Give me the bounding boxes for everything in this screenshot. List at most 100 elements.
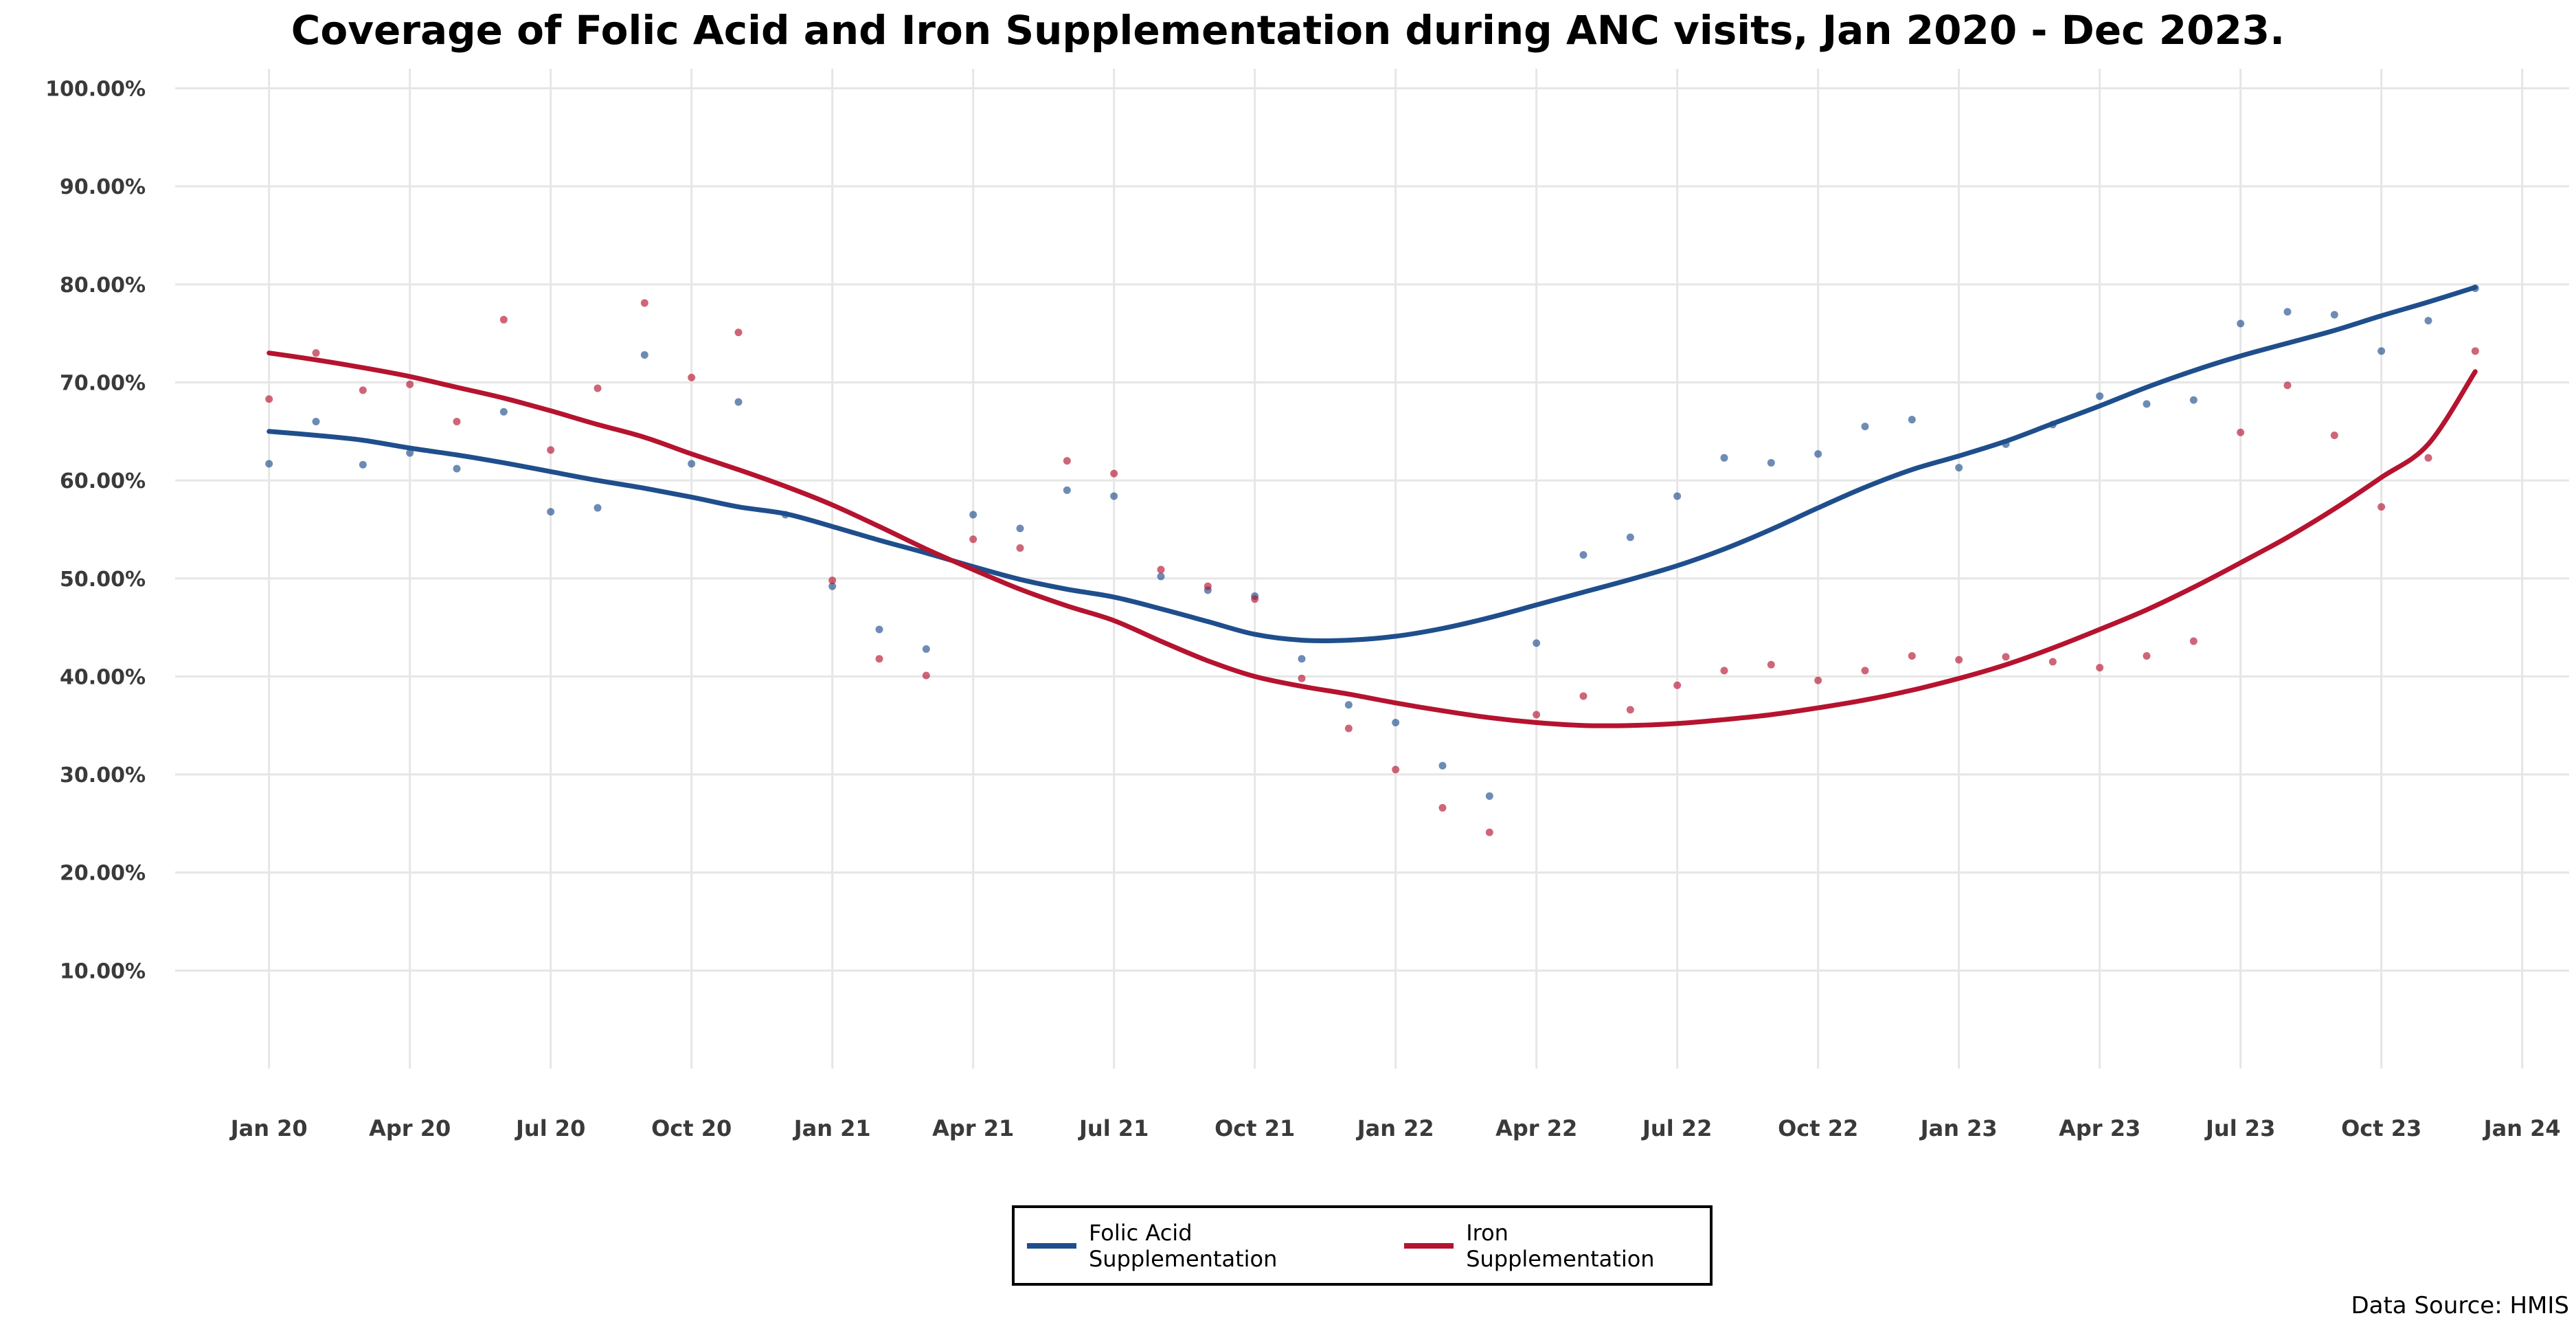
folic-acid-point [2424, 317, 2432, 325]
iron-point [2330, 432, 2338, 439]
folic-acid-point [1673, 492, 1682, 500]
x-axis-ticks: Jan 20 Apr 20 Jul 20 Oct 20 Jan 21 Apr 21 Jul … [229, 1115, 2561, 1141]
folic-acid-point [359, 460, 367, 469]
folic-acid-point [828, 582, 837, 590]
iron-point [594, 384, 602, 392]
y-tick-label: 40.00% [60, 665, 146, 689]
iron-point [1157, 566, 1165, 574]
x-tick-label: Apr 23 [2059, 1115, 2140, 1141]
iron-point [1814, 676, 1822, 684]
folic-acid-point [1016, 524, 1024, 533]
x-tick-label: Apr 21 [932, 1115, 1014, 1141]
iron-point [640, 299, 648, 307]
folic-acid-point [2189, 396, 2197, 404]
iron-point [1720, 667, 1728, 675]
iron-point [2096, 664, 2104, 672]
iron-point [922, 671, 930, 680]
iron-point [1063, 457, 1071, 465]
legend-item-iron: Iron Supplementation [1404, 1220, 1697, 1272]
iron-point [2002, 653, 2010, 661]
x-tick-label: Jan 23 [1919, 1115, 1998, 1141]
x-tick-label: Jan 21 [793, 1115, 871, 1141]
x-tick-label: Jul 20 [515, 1115, 585, 1141]
folic-acid-point [1063, 486, 1071, 494]
folic-acid-point [453, 465, 461, 473]
trend-lines [267, 284, 2478, 728]
iron-point [359, 386, 367, 394]
iron-point [265, 395, 273, 403]
iron-point [2143, 651, 2151, 660]
folic-acid-point [1392, 718, 1400, 726]
iron-point [406, 380, 414, 388]
x-tick-label: Oct 23 [2341, 1115, 2421, 1141]
folic-acid-point [1955, 464, 1963, 472]
iron-point [1392, 766, 1400, 774]
iron-point [2471, 347, 2479, 355]
legend-label-iron: Iron Supplementation [1466, 1219, 1655, 1272]
iron-point [688, 373, 696, 381]
folic-acid-point [1438, 761, 1447, 770]
x-tick-label: Jul 22 [1641, 1115, 1712, 1141]
iron-point [2377, 503, 2386, 511]
iron-point [2048, 658, 2057, 666]
data-points [265, 284, 2479, 836]
folic-acid-point [2377, 347, 2386, 355]
iron-trend-line [267, 350, 2478, 728]
x-tick-label: Apr 22 [1495, 1115, 1577, 1141]
iron-point [1344, 724, 1353, 733]
x-tick-label: Apr 20 [369, 1115, 451, 1141]
y-tick-label: 10.00% [60, 959, 146, 983]
iron-point [1438, 804, 1447, 812]
iron-point [1626, 706, 1634, 714]
folic-acid-point [875, 625, 883, 634]
iron-point [1908, 651, 1916, 660]
iron-point [1298, 674, 1306, 682]
iron-point [1673, 681, 1682, 689]
y-tick-label: 20.00% [60, 862, 146, 886]
iron-point [1579, 692, 1588, 700]
folic-acid-point [1767, 458, 1775, 467]
iron-point [1016, 544, 1024, 552]
folic-acid-point [1720, 454, 1728, 462]
iron-point [547, 446, 555, 454]
y-tick-label: 70.00% [60, 371, 146, 395]
y-tick-label: 100.00% [45, 78, 146, 102]
folic-acid-point [406, 449, 414, 457]
iron-point [2424, 454, 2432, 462]
folic-acid-point [1861, 423, 1869, 431]
iron-point [312, 349, 320, 357]
grid-lines [175, 69, 2569, 1069]
folic-acid-point [640, 351, 648, 359]
iron-point [1204, 582, 1212, 590]
folic-acid-point [1157, 572, 1165, 581]
chart-title: Coverage of Folic Acid and Iron Suppleme… [291, 7, 2285, 54]
folic-acid-point [312, 418, 320, 426]
folic-acid-point [2330, 311, 2338, 319]
y-axis-ticks: 10.00% 20.00% 30.00% 40.00% 50.00% 60.00% 70.0… [45, 78, 146, 984]
x-tick-label: Jan 20 [229, 1115, 308, 1141]
folic-acid-point [2096, 392, 2104, 400]
folic-acid-point [688, 460, 696, 468]
iron-point [453, 418, 461, 426]
folic-acid-point [2237, 320, 2245, 328]
iron-point [1767, 660, 1775, 669]
folic-acid-trend-line [267, 284, 2478, 644]
folic-acid-point [1110, 492, 1118, 500]
iron-point [734, 328, 743, 337]
legend-swatch-folic [1027, 1242, 1076, 1249]
y-tick-label: 90.00% [60, 175, 146, 199]
iron-point [1861, 667, 1869, 675]
iron-point [2237, 428, 2245, 436]
iron-point [2189, 637, 2197, 645]
iron-point [1485, 828, 1493, 836]
iron-point [1533, 711, 1541, 719]
legend-swatch-iron [1404, 1242, 1454, 1249]
legend: Folic Acid Supplementation Iron Suppleme… [1012, 1205, 1713, 1286]
x-tick-label: Jan 24 [2483, 1115, 2561, 1141]
y-tick-label: 80.00% [60, 273, 146, 298]
folic-acid-point [2283, 308, 2292, 316]
folic-acid-point [1579, 551, 1588, 559]
x-tick-label: Jul 21 [1078, 1115, 1149, 1141]
x-tick-label: Jul 23 [2204, 1115, 2275, 1141]
